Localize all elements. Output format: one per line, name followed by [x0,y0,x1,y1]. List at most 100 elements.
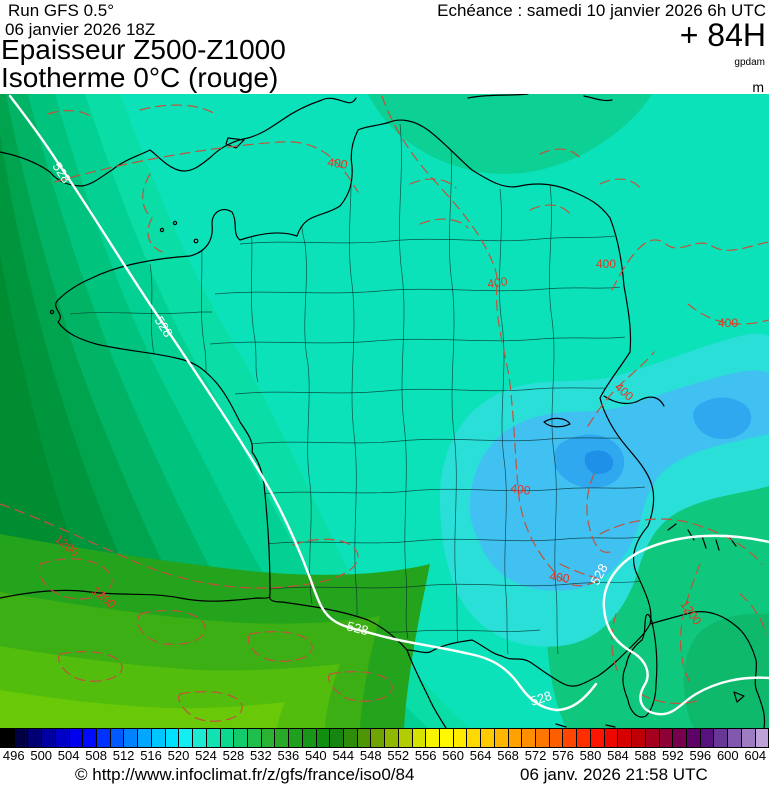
colorbar-cell [617,728,632,748]
thickness-map: 5285285285285284004004004004004004001200… [0,94,769,728]
isotherm-contour-label: 400 [549,569,571,586]
valid-time-label: Echéance : samedi 10 janvier 2026 6h UTC [437,1,766,20]
colorbar-cell [507,728,522,748]
colorbar-cell [425,728,439,748]
colorbar-tick-label: 596 [689,748,712,763]
colorbar-tick-label: 592 [662,748,684,763]
colorbar-cell [397,728,412,748]
colorbar-cell [562,728,577,748]
lake-geneva [543,417,571,428]
footer: © http://www.infoclimat.fr/z/gfs/france/… [0,763,769,786]
colorbar-cell [342,728,357,748]
colorbar-cell [452,728,467,748]
unit-gpdam-label: gpdam [734,57,765,68]
isotherm-contours [0,95,769,722]
colorbar-cell [27,728,42,748]
colorbar-cell [246,728,261,748]
isotherm-contour-label: 400 [718,316,738,330]
colorbar-cell [644,728,659,748]
colorbar-cell [41,728,55,748]
colorbar-cell [493,728,508,748]
colorbar-cell [288,728,302,748]
unit-m-label: m [752,79,764,95]
colorbar-cell [672,728,686,748]
colorbar-cell [205,728,220,748]
colorbar-cell [82,728,97,748]
colorbar-cell [658,728,673,748]
thickness-contour-label: 528 [345,618,370,638]
colorbar-tick-label: 604 [744,748,767,763]
belgium-coast [467,94,529,99]
ouessant-island [49,309,55,315]
colorbar-tick-label: 520 [167,748,190,763]
colorbar-tick-label: 580 [579,748,602,763]
colorbar-cell [603,728,618,748]
colorbar-tick-label: 556 [414,748,437,763]
colorbar-cell [548,728,563,748]
colorbar-tick-label: 512 [112,748,135,763]
map-title-line2: Isotherme 0°C (rouge) [1,62,279,93]
colorbar-cell [315,728,330,748]
coastlines [0,94,766,728]
map-title-line1: Epaisseur Z500-Z1000 [1,34,286,65]
model-run-label: Run GFS 0.5° [8,1,115,20]
department-boundaries [69,123,646,655]
colorbar-tick-label: 532 [250,748,272,763]
colorbar-cell [219,728,234,748]
colorbar-cell [713,728,728,748]
colorbar-cell [54,728,69,748]
header: Run GFS 0.5° 06 janvier 2026 18Z Echéanc… [0,0,769,95]
colorbar-cell [685,728,700,748]
copyright-url: © http://www.infoclimat.fr/z/gfs/france/… [75,765,415,784]
thickness-528-contours [8,94,769,716]
colorbar-tick-label: 560 [442,748,465,763]
colorbar-cell [466,728,481,748]
colorbar-cell [411,728,426,748]
colorbar-tick-label: 496 [2,748,25,763]
colorbar-cell [356,728,371,748]
colorbar-cell [439,728,453,748]
spain-coast [0,589,271,602]
alpine-lakes [667,523,737,551]
colorbar-cell [329,728,343,748]
elba-island [733,691,745,703]
isotherm-contour-label: 400 [486,274,508,291]
colorbar-ticks: 496 500 504 508 512 516 520 524 528 532 536 540 544 5… [0,748,769,763]
colorbar-cell [233,728,247,748]
isle-of-wight [225,137,245,149]
colorbar-cell [192,728,206,748]
colorbar-tick-label: 600 [716,748,739,763]
colorbar-cell [740,728,755,748]
france-outline [55,119,655,687]
colorbar-cell [178,728,193,748]
colorbar-cell [384,728,398,748]
colorbar-cell [301,728,316,748]
colorbar-tick-label: 536 [277,748,300,763]
map-canvas: 528 528 528 528 528 400 400 400 400 400 400 400 1200… [0,94,769,728]
thickness-contour-label: 528 [528,688,553,709]
colorbar-cell [0,728,14,748]
colorbar-cell [150,728,165,748]
england-coast [0,97,357,187]
colorbar-cell [123,728,138,748]
colorbar-cell [274,728,289,748]
colorbar-cell [699,728,714,748]
colorbar-tick-label: 588 [634,748,657,763]
colorbar-tick-label: 540 [304,748,327,763]
model-run-date: 06 janvier 2026 18Z [5,20,156,39]
colorbar-tick-label: 516 [140,748,162,763]
generation-datetime: 06 janv. 2026 21:58 UTC [520,765,708,784]
colorbar-tick-label: 584 [607,748,629,763]
colorbar-tick-label: 576 [552,748,574,763]
colorbar-tick-label: 572 [524,748,547,763]
colorbar-cell [631,728,645,748]
catalonia-coast [406,649,447,728]
colorbar-cell [535,728,549,748]
colorbar-tick-label: 552 [387,748,410,763]
colorbar-cell [576,728,590,748]
colorbar-tick-label: 500 [30,748,53,763]
channel-island [193,238,199,244]
colorbar-cell [137,728,151,748]
channel-island [159,227,165,233]
